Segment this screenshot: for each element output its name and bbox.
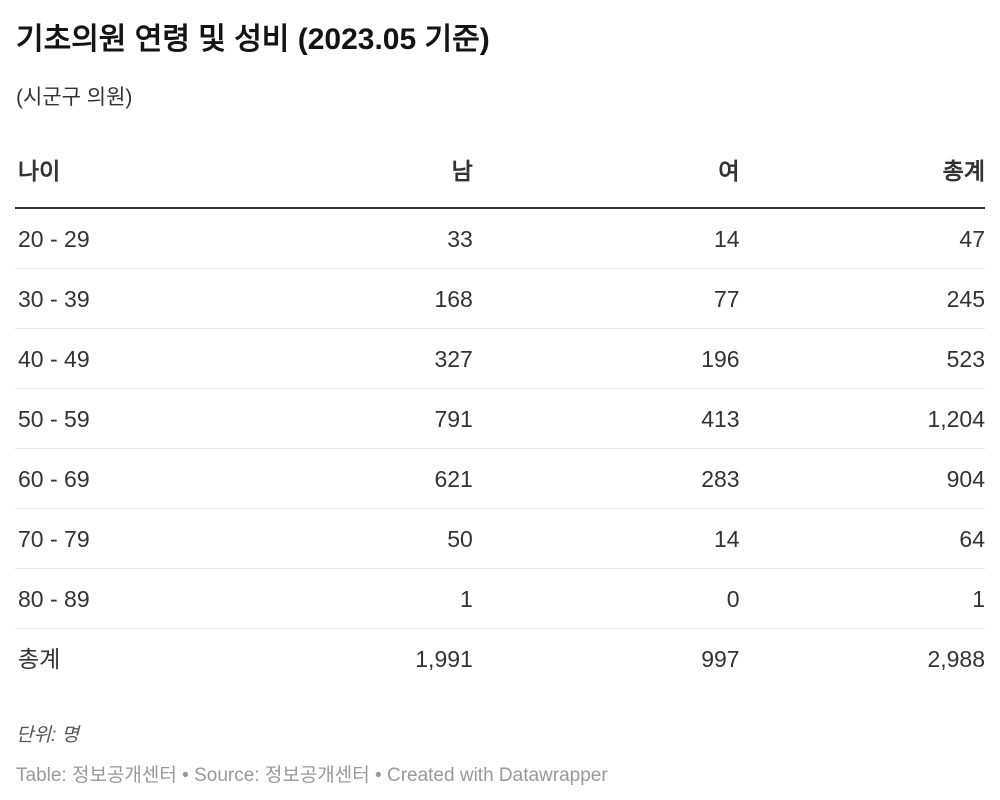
column-header-male: 남 xyxy=(257,139,473,209)
cell-male-count: 791 xyxy=(257,388,473,449)
cell-total-count: 1,204 xyxy=(739,388,985,449)
cell-age-range: 80 - 89 xyxy=(15,568,258,629)
cell-male-count: 1 xyxy=(257,568,473,629)
data-table: 나이 남 여 총계 20 - 29 33 14 47 30 - 39 168 7… xyxy=(15,139,985,688)
attribution-created-label: Created with xyxy=(386,765,499,786)
table-row: 50 - 59 791 413 1,204 xyxy=(15,388,985,449)
cell-male-count: 50 xyxy=(257,508,473,569)
table-source-link[interactable]: 정보공개센터 xyxy=(71,765,177,786)
attribution: Table: 정보공개센터 • Source: 정보공개센터 • Created… xyxy=(16,764,985,788)
cell-male-count: 168 xyxy=(257,268,473,329)
cell-female-count: 997 xyxy=(701,646,740,672)
source-name-link[interactable]: 정보공개센터 xyxy=(264,765,370,786)
attribution-table-label: Table: xyxy=(16,765,72,786)
table-row-total: 총계 1,991 997 2,988 xyxy=(15,629,985,689)
table-header-row: 나이 남 여 총계 xyxy=(15,139,985,209)
table-row: 70 - 79 50 14 64 xyxy=(15,508,985,569)
cell-total-count: 1 xyxy=(739,568,985,629)
unit-note: 단위: 명 xyxy=(16,725,79,746)
cell-age-range: 70 - 79 xyxy=(15,508,258,569)
table-row: 30 - 39 168 77 245 xyxy=(15,268,985,329)
table-row: 60 - 69 621 283 904 xyxy=(15,448,985,509)
column-header-female: 여 xyxy=(472,139,740,209)
page-title: 기초의원 연령 및 성비 (2023.05 기준) xyxy=(16,23,490,56)
column-header-age: 나이 xyxy=(15,139,258,209)
cell-female-count: 0 xyxy=(472,568,740,629)
attribution-separator: • xyxy=(176,765,195,786)
cell-female-count: 14 xyxy=(472,208,740,269)
cell-age-range: 30 - 39 xyxy=(15,268,258,329)
cell-male-count: 327 xyxy=(257,328,473,389)
cell-female-count: 413 xyxy=(472,388,740,449)
page-subtitle: (시군구 의원) xyxy=(16,86,133,109)
cell-total-count: 523 xyxy=(739,328,985,389)
column-header-total: 총계 xyxy=(739,139,985,209)
table-row: 20 - 29 33 14 47 xyxy=(15,208,985,269)
cell-age-range: 50 - 59 xyxy=(15,388,258,449)
cell-total-count: 2,988 xyxy=(927,646,985,672)
cell-male-count: 621 xyxy=(257,448,473,509)
cell-total-count: 47 xyxy=(739,208,985,269)
cell-total-count: 64 xyxy=(739,508,985,569)
cell-female-count: 283 xyxy=(472,448,740,509)
table-row: 80 - 89 1 0 1 xyxy=(15,568,985,629)
cell-female-count: 196 xyxy=(472,328,740,389)
cell-male-count: 33 xyxy=(257,208,473,269)
attribution-separator: • xyxy=(369,765,387,786)
cell-male-count: 1,991 xyxy=(415,646,473,672)
table-row: 40 - 49 327 196 523 xyxy=(15,328,985,389)
cell-female-count: 77 xyxy=(472,268,740,329)
datawrapper-link[interactable]: Datawrapper xyxy=(498,765,608,786)
cell-total-label: 총계 xyxy=(18,646,61,672)
cell-age-range: 60 - 69 xyxy=(15,448,258,509)
cell-total-count: 904 xyxy=(739,448,985,509)
cell-female-count: 14 xyxy=(472,508,740,569)
cell-age-range: 40 - 49 xyxy=(15,328,258,389)
cell-age-range: 20 - 29 xyxy=(15,208,258,269)
attribution-source-label: Source: xyxy=(194,765,265,786)
cell-total-count: 245 xyxy=(739,268,985,329)
